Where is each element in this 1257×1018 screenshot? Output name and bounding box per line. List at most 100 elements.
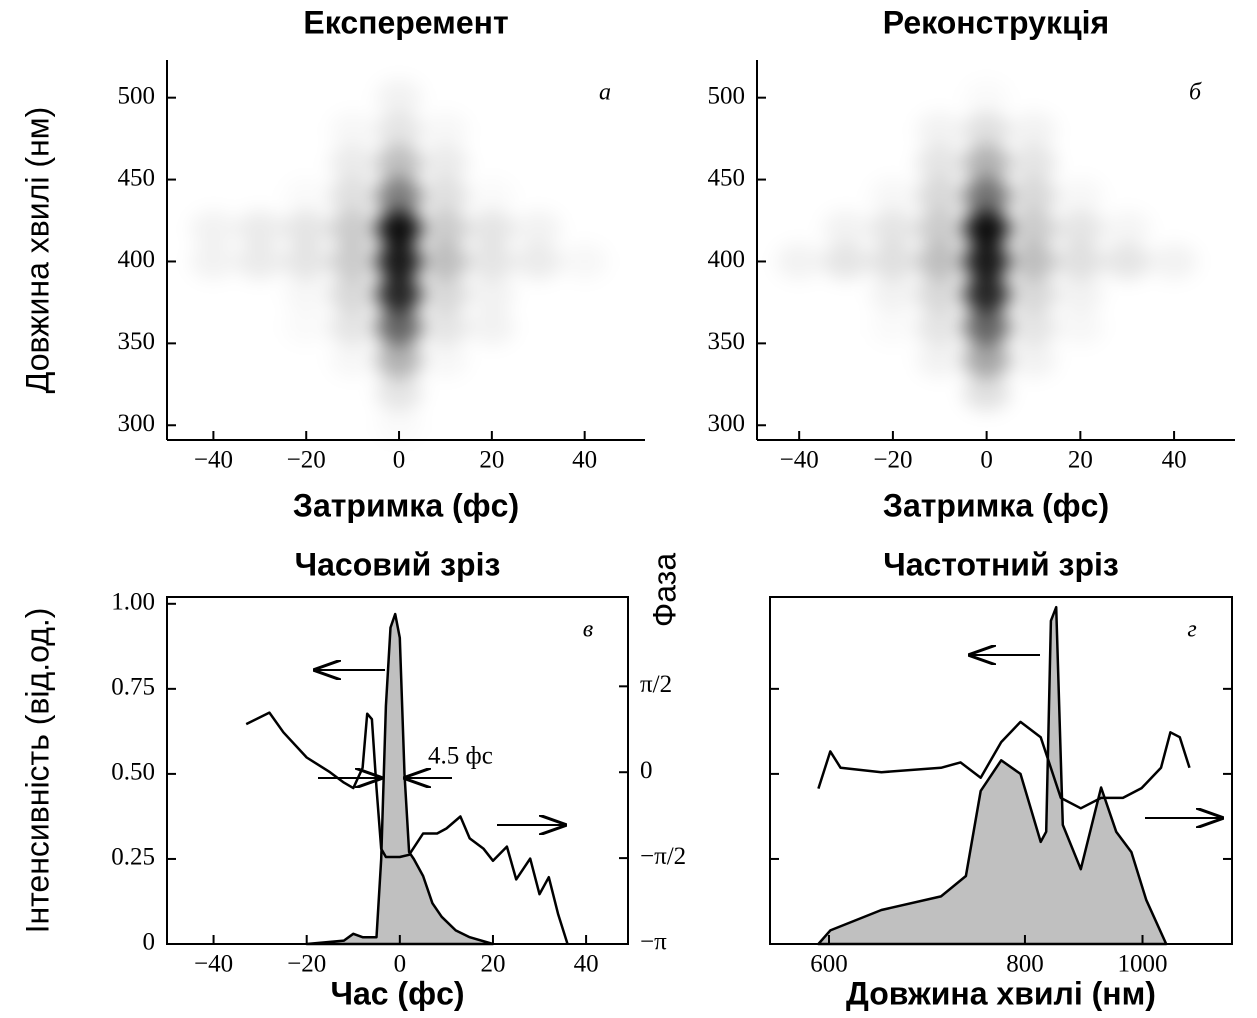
heat-cell bbox=[283, 243, 330, 280]
heat-cell bbox=[468, 210, 516, 247]
heat-cell bbox=[237, 276, 283, 312]
y2-tick-label: −π/2 bbox=[640, 843, 686, 870]
heat-cell bbox=[869, 342, 916, 378]
heat-cell bbox=[283, 80, 329, 116]
heat-cell bbox=[469, 374, 515, 410]
heat-cell bbox=[1056, 243, 1104, 280]
heat-cell bbox=[963, 276, 1011, 313]
heat-cell bbox=[823, 309, 870, 345]
heat-cell bbox=[283, 210, 330, 247]
heat-cell bbox=[963, 308, 1011, 345]
y-tick-label: 400 bbox=[708, 246, 746, 273]
x-tick-label: −20 bbox=[287, 951, 326, 978]
heat-cell bbox=[515, 243, 562, 280]
heat-cell bbox=[1010, 407, 1057, 443]
y-tick-label: 0.50 bbox=[111, 759, 155, 786]
y-axis-label: Довжина хвилі (нм) bbox=[19, 107, 55, 394]
heat-cell bbox=[237, 407, 283, 443]
heat-cell bbox=[1010, 276, 1057, 313]
x-tick-label: 40 bbox=[574, 951, 599, 978]
x-axis-label: Затримка (фс) bbox=[293, 487, 519, 523]
heat-cell bbox=[283, 178, 329, 214]
heat-cell bbox=[1056, 276, 1104, 313]
heat-cell bbox=[776, 374, 823, 410]
heat-cell bbox=[561, 374, 607, 410]
y-tick-label: 0.25 bbox=[111, 844, 155, 871]
x-tick-label: 20 bbox=[1068, 447, 1093, 474]
heat-cell bbox=[190, 374, 236, 410]
heat-cell bbox=[1010, 210, 1057, 247]
heat-cell bbox=[869, 80, 916, 116]
heat-cell bbox=[963, 243, 1011, 280]
heat-cell bbox=[329, 177, 376, 214]
heat-cell bbox=[422, 112, 468, 148]
x-axis-label: Затримка (фс) bbox=[883, 487, 1109, 523]
heat-cell bbox=[916, 341, 964, 378]
panel-title: Експеремент bbox=[303, 4, 508, 40]
heat-cell bbox=[963, 145, 1011, 182]
heat-cell bbox=[422, 374, 468, 410]
annotation: 4.5 фс bbox=[428, 743, 493, 770]
heat-cell bbox=[283, 145, 329, 181]
heat-cell bbox=[329, 342, 375, 378]
heat-cell bbox=[237, 374, 283, 410]
heat-cell bbox=[375, 308, 423, 345]
y2-tick-label: 0 bbox=[640, 757, 653, 784]
heat-cell bbox=[1010, 112, 1057, 149]
heat-cell bbox=[190, 112, 236, 148]
heat-cell bbox=[469, 80, 515, 116]
heat-cell bbox=[963, 341, 1011, 378]
y-tick-label: 350 bbox=[118, 328, 156, 355]
heat-cell bbox=[916, 145, 964, 182]
x-tick-label: 40 bbox=[572, 447, 597, 474]
heat-cell bbox=[916, 308, 964, 345]
heat-cell bbox=[869, 309, 916, 345]
heat-cell bbox=[469, 145, 515, 181]
heat-cell bbox=[963, 210, 1011, 247]
x-tick-label: 20 bbox=[479, 447, 504, 474]
heat-cell bbox=[869, 210, 917, 247]
y2-tick-label: −π bbox=[640, 929, 667, 956]
heat-cell bbox=[776, 342, 823, 378]
heat-cell bbox=[823, 178, 870, 214]
heat-cell bbox=[776, 309, 823, 345]
heat-cell bbox=[916, 243, 964, 280]
heat-cell bbox=[237, 342, 283, 378]
heat-cell bbox=[1057, 178, 1104, 214]
heat-cell bbox=[283, 276, 329, 312]
heat-cell bbox=[422, 145, 469, 182]
heat-cell bbox=[375, 145, 423, 182]
heat-cell bbox=[1057, 145, 1104, 181]
x-tick-label: 40 bbox=[1162, 447, 1187, 474]
intensity-area bbox=[817, 605, 1168, 946]
heat-cell bbox=[515, 276, 561, 312]
heat-cell bbox=[237, 178, 283, 214]
heat-cell bbox=[515, 178, 561, 214]
heat-cell bbox=[823, 407, 870, 443]
x-tick-label: −40 bbox=[194, 447, 233, 474]
heat-cell bbox=[515, 407, 561, 443]
heat-cell bbox=[375, 210, 423, 247]
heat-cell bbox=[775, 243, 823, 280]
heat-cell bbox=[1151, 374, 1198, 410]
heat-cell bbox=[1056, 210, 1104, 247]
panel-title: Реконструкція bbox=[883, 4, 1109, 40]
heat-cell bbox=[468, 243, 516, 280]
heat-cell bbox=[236, 210, 284, 247]
heat-cell bbox=[515, 309, 561, 345]
heat-cell bbox=[375, 341, 423, 378]
x-tick-label: −40 bbox=[194, 951, 233, 978]
panel-title: Часовий зріз bbox=[295, 546, 501, 582]
heat-cell bbox=[190, 309, 236, 345]
heat-cell bbox=[375, 112, 423, 149]
heat-cell bbox=[190, 342, 236, 378]
heat-cell bbox=[561, 145, 607, 181]
heat-cell bbox=[916, 177, 964, 214]
phase-line bbox=[245, 711, 569, 945]
heat-cell bbox=[869, 374, 916, 410]
heat-cell bbox=[1104, 80, 1151, 116]
heat-cell bbox=[869, 178, 916, 214]
panel-label: а bbox=[599, 80, 611, 106]
heat-cell bbox=[237, 80, 283, 116]
